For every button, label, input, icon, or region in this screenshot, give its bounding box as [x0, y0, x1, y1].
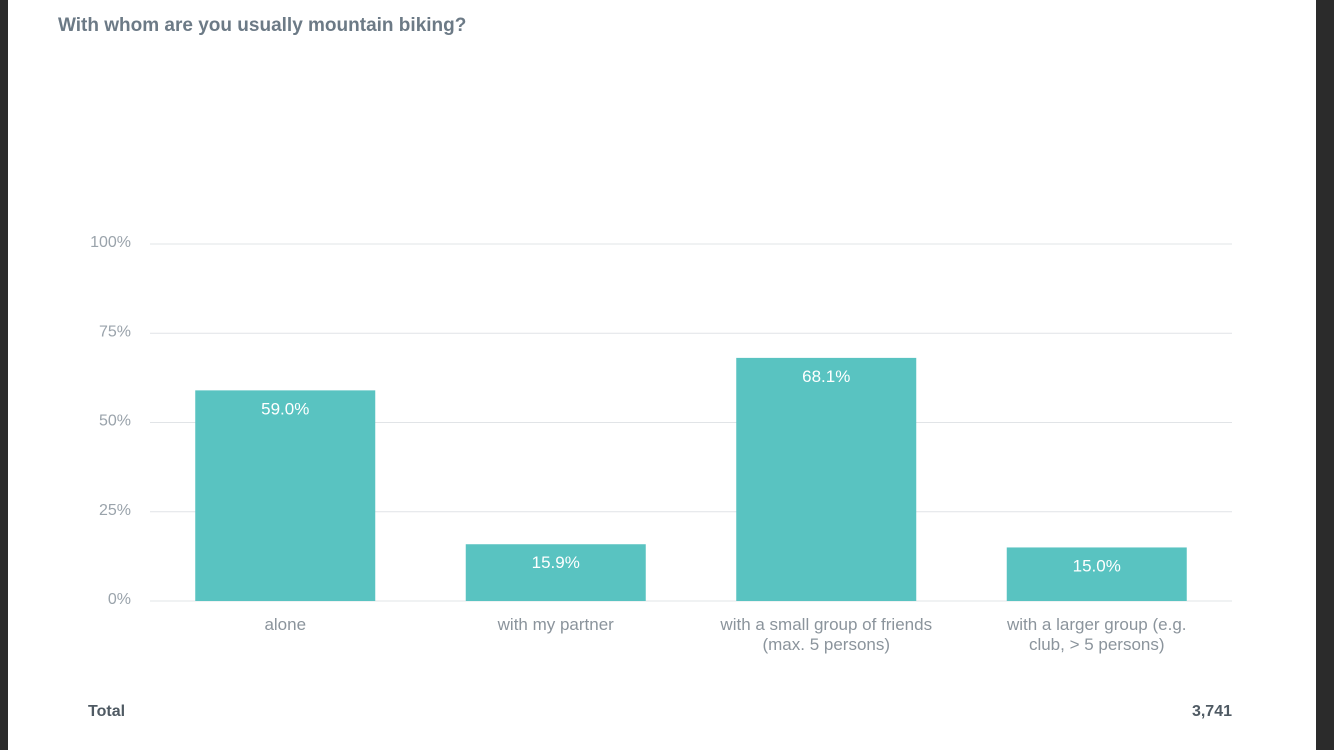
data-label: 15.0% — [1073, 556, 1121, 575]
data-label: 68.1% — [802, 367, 850, 386]
data-label: 59.0% — [261, 399, 309, 418]
total-value: 3,741 — [1191, 703, 1232, 720]
y-tick-label: 50% — [99, 413, 131, 430]
chart-card: With whom are you usually mountain bikin… — [8, 0, 1316, 750]
bar — [465, 544, 646, 601]
bar-chart: 0% 25% 50% 75% 100% 59.0% alone 15.9% with my pa… — [90, 234, 1232, 654]
bar — [195, 390, 376, 601]
x-tick-label: club, > 5 persons) — [1029, 635, 1165, 654]
chart-title: With whom are you usually mountain bikin… — [58, 15, 467, 36]
y-tick-label: 0% — [108, 591, 131, 608]
x-tick-label: alone — [264, 615, 306, 634]
total-label: Total — [88, 703, 126, 720]
y-tick-label: 25% — [99, 502, 131, 519]
x-tick-label: (max. 5 persons) — [762, 635, 890, 654]
bar — [1006, 547, 1187, 601]
x-tick-label: with a small group of friends — [719, 615, 932, 634]
y-tick-label: 100% — [90, 234, 131, 251]
bar — [736, 357, 917, 601]
y-tick-label: 75% — [99, 323, 131, 340]
x-tick-label: with a larger group (e.g. — [1006, 615, 1187, 634]
data-label: 15.9% — [532, 553, 580, 572]
x-tick-label: with my partner — [497, 615, 615, 634]
